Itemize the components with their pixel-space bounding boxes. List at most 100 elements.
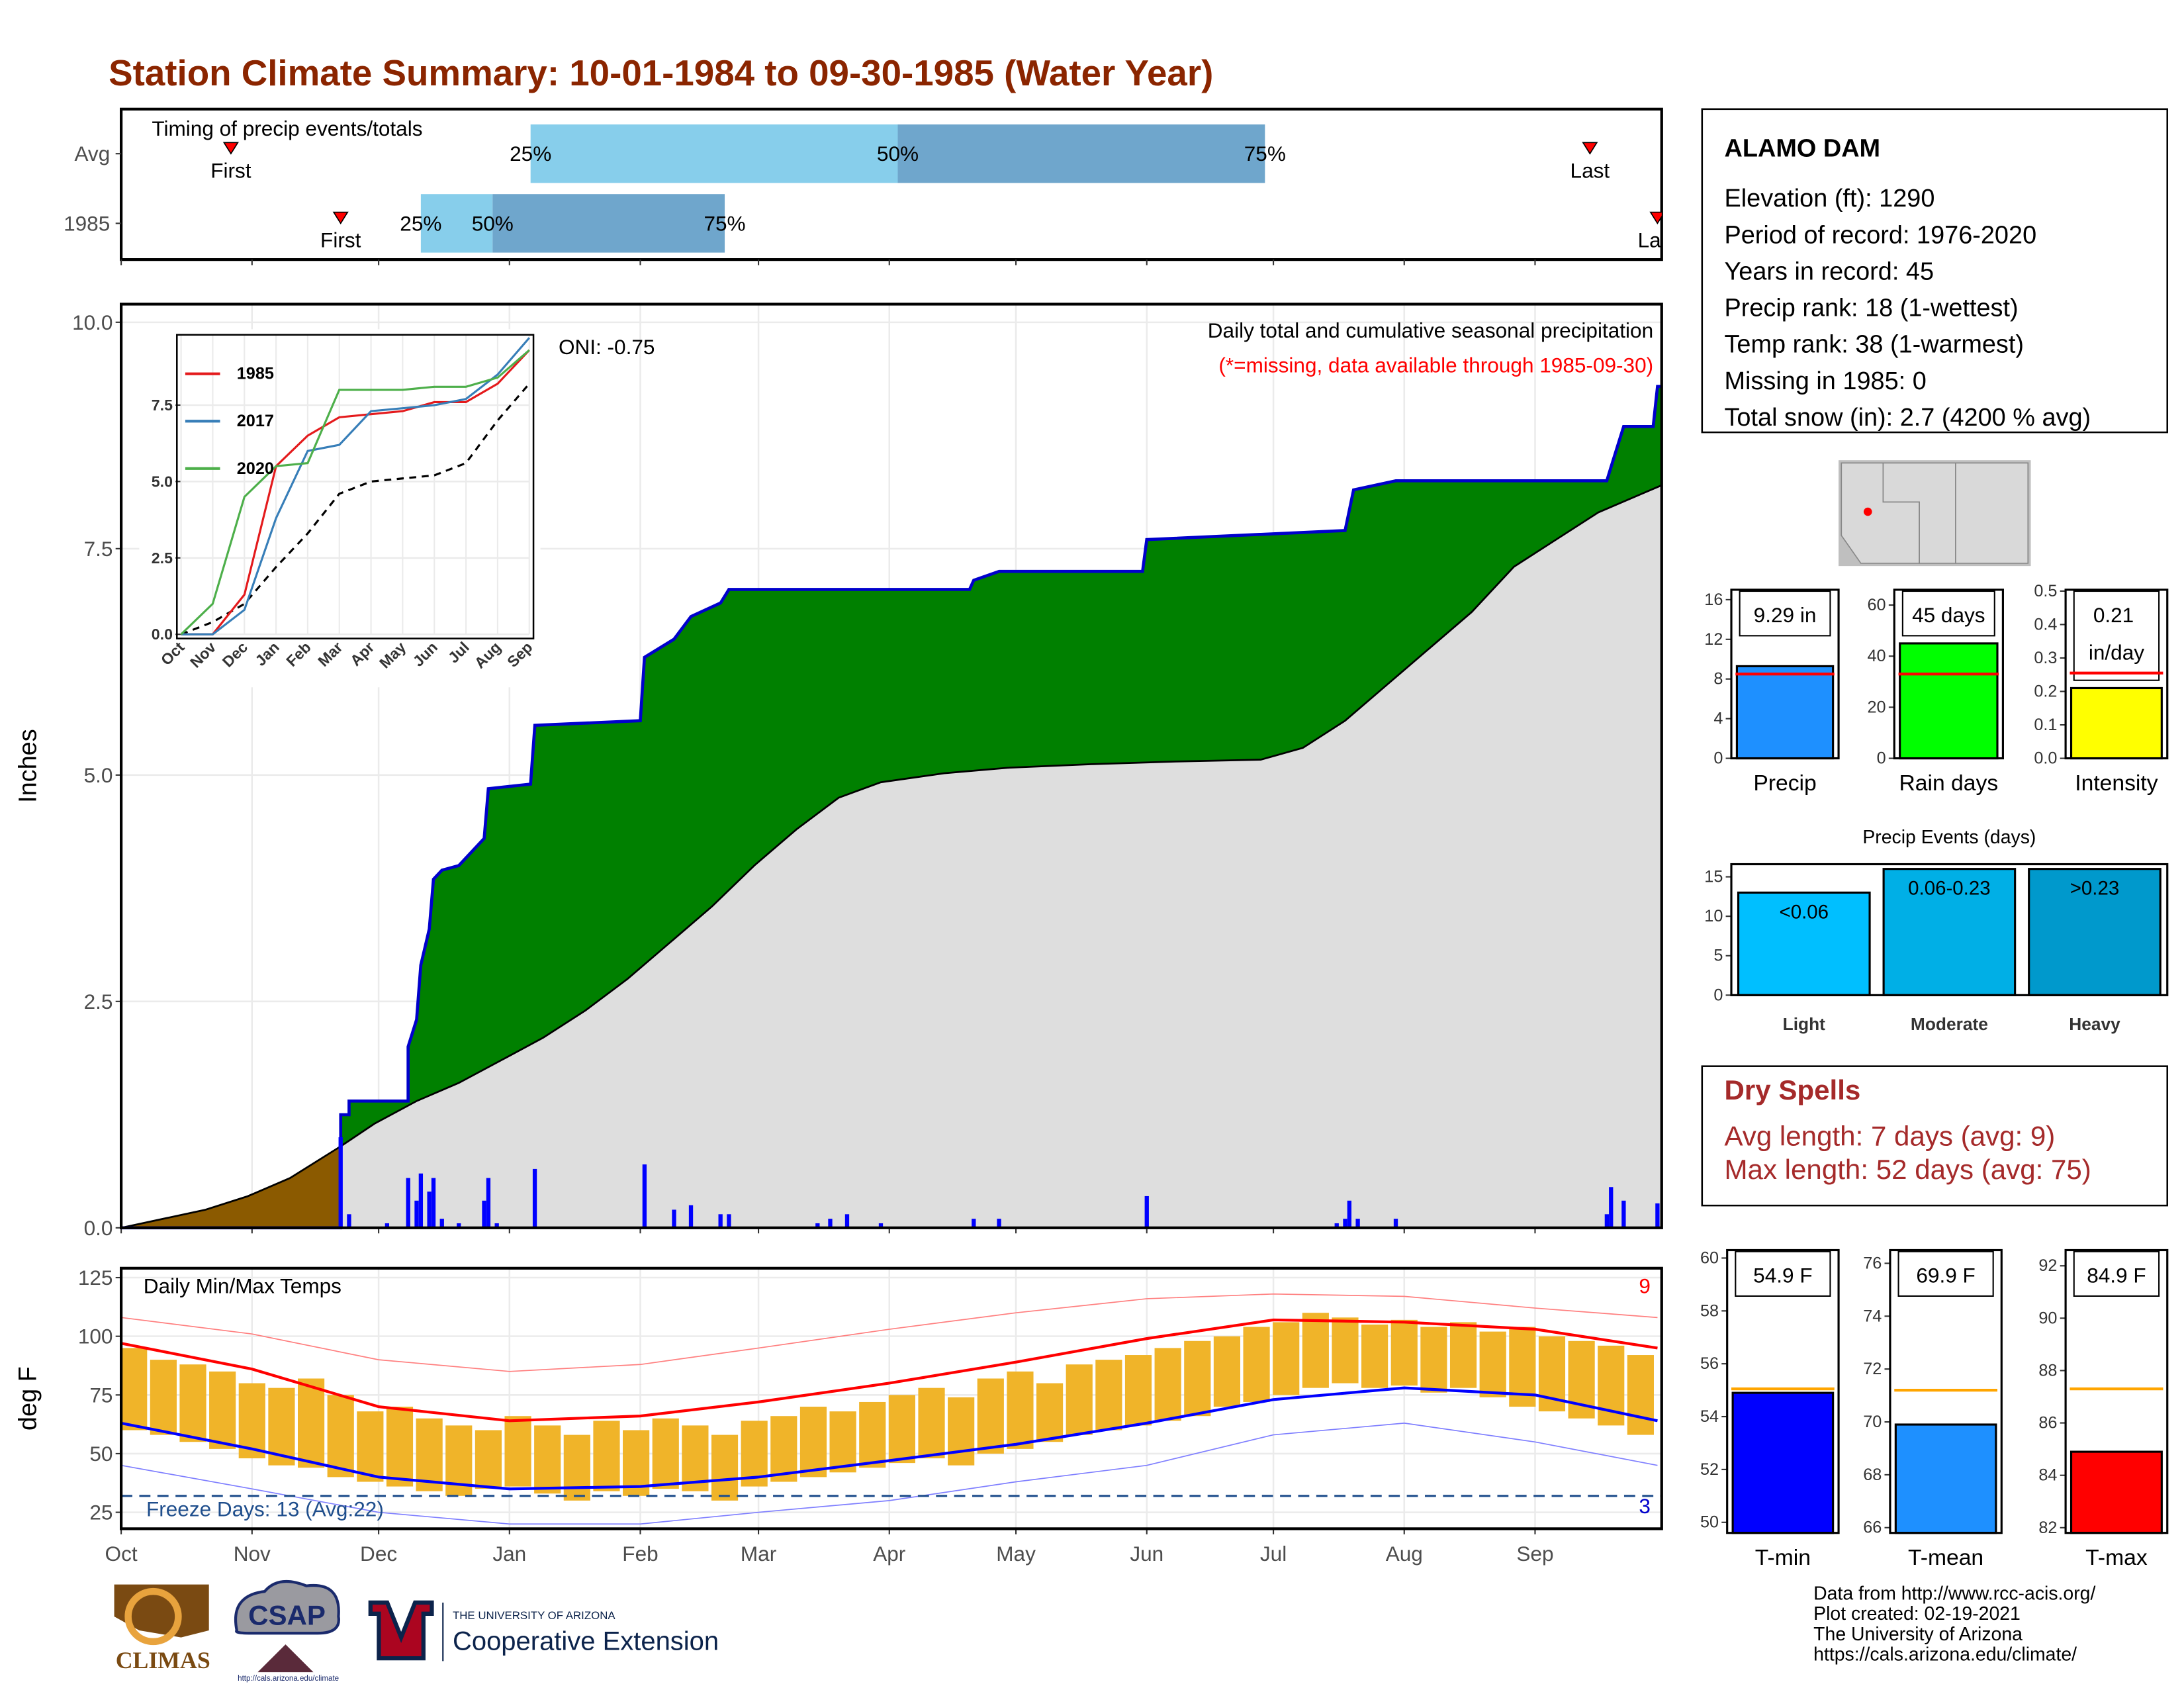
temp-range-bar [977, 1378, 1004, 1454]
temp-range-bar [563, 1434, 590, 1501]
normal-area [121, 485, 1662, 1228]
y-tick-label: 0.5 [2034, 582, 2057, 600]
value-label-box [1739, 590, 1831, 637]
y-tick-label: 82 [2038, 1519, 2057, 1537]
temp-range-bar [918, 1387, 945, 1459]
bar [1731, 1391, 1835, 1534]
daily-bar [1343, 1219, 1347, 1228]
timing-rows: 25% 50% 75% First Last 25% 50% 75% First Last [210, 124, 1678, 253]
y-axis-label: Inches [15, 729, 42, 803]
bar [2070, 1450, 2163, 1534]
y-tick-label: 7.5 [152, 397, 173, 414]
temp-range-bar [1302, 1313, 1329, 1388]
legend-label: 2017 [237, 412, 274, 430]
station-location [1863, 507, 1872, 516]
series-line [180, 349, 530, 635]
daily-bar [997, 1219, 1001, 1228]
event-label: First [210, 158, 251, 182]
temp-range-bar [593, 1421, 620, 1491]
temp-range-bar [327, 1395, 354, 1477]
chart-subtitle: (*=missing, data available through 1985-… [1218, 353, 1653, 377]
plot-frame [1726, 1248, 1840, 1534]
event-label: Last [1638, 228, 1678, 252]
csap-text: CSAP [248, 1600, 326, 1631]
y-tick-label: 60 [1868, 596, 1886, 614]
category-label: T-min [1755, 1546, 1811, 1570]
bar [1899, 642, 1999, 760]
y-tick-label: 5.0 [84, 763, 113, 787]
logos: CLIMAS CSAP http://cals.arizona.edu/clim… [114, 1579, 719, 1683]
y-tick-label: 76 [1863, 1254, 1882, 1272]
daily-bar [1393, 1219, 1398, 1228]
daily-bar [844, 1214, 850, 1228]
temp-range-bar [1361, 1324, 1388, 1388]
daily-bar [457, 1223, 461, 1228]
daily-bar [406, 1178, 410, 1228]
university-text: THE UNIVERSITY OF ARIZONA [453, 1609, 615, 1622]
plot-frame [119, 1266, 1663, 1530]
temp-range-bar [1449, 1322, 1477, 1388]
y-tick-label: 0.3 [2034, 649, 2057, 667]
y-tick-label: 88 [2038, 1361, 2057, 1380]
station-line: Period of record: 1976-2020 [1724, 221, 2036, 249]
event-label: First [320, 228, 361, 252]
y-tick-label: 5.0 [152, 473, 173, 490]
station-name: ALAMO DAM [1724, 134, 1880, 162]
map-state [1955, 462, 2029, 564]
event-marker [332, 211, 349, 224]
temp-range-bar [859, 1401, 886, 1468]
y-tick-label: 52 [1700, 1460, 1719, 1479]
x-tick-label: May [996, 1542, 1036, 1566]
y-tick-label: 50 [89, 1442, 113, 1466]
x-tick-label: Feb [622, 1542, 658, 1566]
daily-bar [427, 1192, 432, 1228]
plot-frame [1889, 1248, 2003, 1534]
locator-map [1839, 460, 2031, 567]
high-count: 9 [1639, 1274, 1651, 1298]
station-line: Elevation (ft): 1290 [1724, 185, 1934, 212]
plot-frame [119, 303, 1663, 1229]
daily-bar [878, 1223, 884, 1228]
category-label: T-mean [1908, 1546, 1983, 1570]
daily-bar [815, 1223, 820, 1228]
value-label-box [2073, 590, 2160, 681]
daily-bar [1355, 1219, 1360, 1228]
temp-range-bar [1154, 1348, 1181, 1421]
daily-bar [486, 1178, 491, 1228]
event-label: Last [1570, 158, 1610, 182]
record-line [120, 1423, 1658, 1525]
x-tick-label: Jul [1260, 1542, 1287, 1566]
bar-chart: 0 20 40 60 Rain days 45 days [1868, 588, 2004, 796]
temp-range-bar [297, 1378, 325, 1468]
row-label: Avg [74, 142, 110, 165]
normal-line [120, 484, 1662, 1229]
temp-range-bar [1332, 1317, 1359, 1383]
temperature-chart: 25 50 75 100 125 Oct Nov Dec Jan Feb Mar Apr May Jun J… [15, 1266, 1663, 1566]
x-tick-label: Dec [360, 1542, 397, 1566]
temp-range-bar [120, 1348, 148, 1430]
range-bar-lower [420, 194, 493, 253]
event-marker [1582, 142, 1598, 155]
temp-range-bar [1479, 1331, 1506, 1397]
cumulative-line [121, 385, 1662, 1230]
plot-frame [1730, 863, 2169, 996]
plot-frame [1730, 588, 1840, 760]
event-marker [222, 142, 239, 155]
y-tick-label: 74 [1863, 1307, 1882, 1325]
category-label: Rain days [1899, 771, 1998, 796]
footer-line: Plot created: 02-19-2021 [1813, 1603, 2021, 1624]
bar [2070, 686, 2163, 760]
inset-frame [176, 334, 535, 639]
chart-title: Timing of precip events/totals [152, 117, 422, 140]
temp-range-bar [1124, 1355, 1152, 1426]
dry-spell-line: Max length: 52 days (avg: 75) [1724, 1154, 2091, 1185]
series-line [181, 337, 530, 635]
x-tick-label: Aug [1386, 1542, 1423, 1566]
csap-logo [234, 1579, 340, 1635]
y-tick-label: 2.5 [84, 990, 113, 1013]
bar-chart: 50 52 54 56 58 60 T-min 54.9 F [1700, 1248, 1840, 1570]
category-label: Precip [1753, 771, 1816, 796]
y-tick-label: 70 [1863, 1413, 1882, 1431]
